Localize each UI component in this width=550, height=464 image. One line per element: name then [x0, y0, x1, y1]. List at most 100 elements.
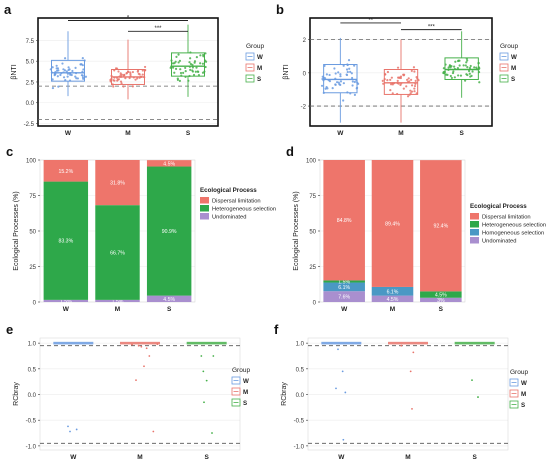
data-point: [396, 79, 399, 82]
plot-frame: [39, 337, 241, 451]
data-point: [325, 73, 328, 76]
legend-swatch: [200, 213, 209, 220]
data-point: [140, 345, 143, 348]
y-tick-label: 1.0: [28, 342, 37, 348]
legend-entry-M: M: [243, 389, 248, 396]
data-point: [342, 64, 345, 67]
legend-entry-S: S: [511, 76, 515, 83]
bar-segment-M-1: [371, 286, 414, 296]
x-tick-label-S: S: [472, 454, 477, 461]
data-point: [333, 67, 336, 70]
bar-data-label: 3%: [437, 298, 445, 304]
data-point: [337, 348, 339, 351]
bar-data-label: 89.4%: [385, 221, 400, 227]
data-point: [131, 85, 134, 88]
data-point: [473, 66, 476, 69]
data-point: [386, 79, 389, 82]
data-point: [355, 79, 358, 82]
y-tick-label: -0.5: [26, 419, 37, 425]
data-point: [145, 347, 148, 350]
bar-segment-S-3: [420, 160, 462, 292]
data-point: [353, 64, 356, 67]
data-point: [477, 70, 481, 74]
legend-entry: Heterogeneous selection: [482, 222, 546, 228]
y-tick-label: 0: [313, 301, 317, 307]
bar-segment-S-1: [146, 166, 192, 296]
data-point: [200, 355, 203, 357]
data-point: [397, 82, 400, 85]
box-S: [169, 24, 208, 97]
data-point: [76, 77, 80, 80]
data-point: [416, 77, 419, 80]
bar-segment-M-1: [95, 205, 140, 300]
y-tick-label: 0.5: [296, 367, 305, 373]
y-tick-label: -2: [301, 105, 307, 111]
legend-entry: Dispersal limitation: [482, 214, 531, 220]
data-point: [62, 71, 65, 74]
legend-entry-S: S: [243, 400, 247, 407]
data-point: [351, 76, 354, 80]
data-point: [353, 80, 356, 84]
data-point: [57, 85, 60, 88]
data-point: [83, 59, 86, 62]
data-point: [466, 59, 469, 62]
data-point: [413, 87, 416, 90]
data-point: [178, 79, 181, 82]
data-point: [80, 74, 84, 77]
box-W: [320, 37, 360, 123]
data-point: [81, 57, 84, 60]
data-point: [204, 65, 207, 69]
y-tick-label: -1.0: [294, 444, 305, 450]
data-point: [129, 71, 132, 74]
box-body: [171, 52, 205, 77]
box-M: [381, 39, 420, 123]
data-point: [54, 71, 57, 74]
bar-data-label: 83.3%: [58, 239, 73, 245]
data-point: [67, 66, 70, 69]
data-point: [195, 66, 198, 69]
data-point: [177, 53, 180, 56]
data-point: [56, 67, 60, 70]
bar-data-label: 4.5%: [163, 297, 175, 303]
data-point: [337, 71, 340, 74]
data-point: [119, 75, 123, 78]
data-point: [321, 77, 324, 81]
data-point: [175, 55, 178, 58]
data-point: [66, 72, 70, 75]
data-point: [205, 379, 208, 382]
data-point: [453, 76, 456, 79]
data-point: [456, 59, 460, 63]
bar-segment-M-3: [371, 160, 414, 287]
y-tick-label: 0.0: [28, 393, 37, 399]
data-point: [122, 85, 125, 88]
data-point: [170, 59, 173, 62]
data-point: [412, 66, 416, 69]
panel-label-b: b: [276, 2, 284, 17]
data-point: [408, 80, 411, 83]
legend-entry: Homogeneous selection: [482, 230, 544, 236]
data-point: [448, 64, 451, 67]
data-point: [405, 85, 408, 88]
data-point: [53, 74, 56, 77]
y-tick-label: 25: [29, 265, 36, 271]
data-point: [390, 76, 393, 79]
data-point: [399, 83, 402, 87]
data-point: [136, 70, 139, 73]
data-point: [124, 77, 127, 80]
y-tick-label: 0.0: [296, 393, 305, 399]
data-point: [338, 83, 341, 86]
data-point: [389, 89, 392, 92]
point-cluster-S: [186, 341, 227, 345]
point-cluster-S: [454, 341, 495, 345]
data-point: [110, 77, 113, 81]
data-point: [334, 72, 337, 75]
data-point: [137, 344, 140, 347]
data-point: [79, 63, 82, 66]
bar-segment-W-2: [43, 160, 89, 182]
legend-entry-W: W: [521, 380, 527, 387]
data-point: [322, 91, 325, 95]
data-point: [412, 351, 415, 354]
data-point: [349, 70, 352, 73]
data-point: [195, 56, 198, 59]
